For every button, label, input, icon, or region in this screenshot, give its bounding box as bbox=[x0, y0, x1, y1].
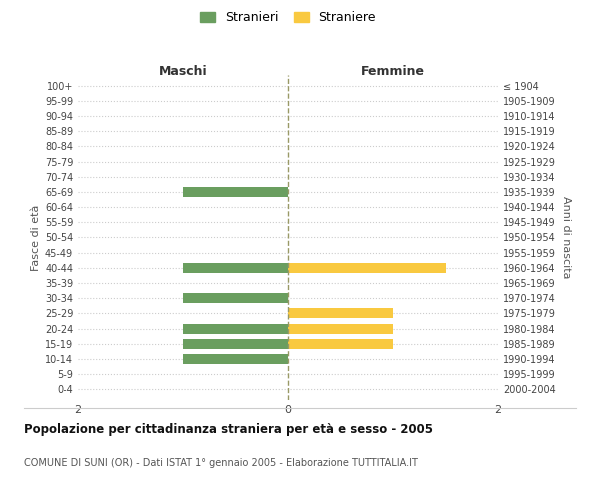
Bar bbox=[183, 263, 288, 273]
Bar bbox=[183, 187, 288, 197]
Bar bbox=[288, 263, 445, 273]
Bar bbox=[183, 324, 288, 334]
Bar bbox=[183, 354, 288, 364]
Y-axis label: Anni di nascita: Anni di nascita bbox=[561, 196, 571, 279]
Text: Femmine: Femmine bbox=[361, 65, 425, 78]
Text: Popolazione per cittadinanza straniera per età e sesso - 2005: Popolazione per cittadinanza straniera p… bbox=[24, 422, 433, 436]
Y-axis label: Fasce di età: Fasce di età bbox=[31, 204, 41, 270]
Legend: Stranieri, Straniere: Stranieri, Straniere bbox=[195, 6, 381, 29]
Bar bbox=[183, 294, 288, 303]
Text: COMUNE DI SUNI (OR) - Dati ISTAT 1° gennaio 2005 - Elaborazione TUTTITALIA.IT: COMUNE DI SUNI (OR) - Dati ISTAT 1° genn… bbox=[24, 458, 418, 468]
Bar bbox=[288, 324, 393, 334]
Text: Maschi: Maschi bbox=[158, 65, 208, 78]
Bar bbox=[183, 339, 288, 348]
Bar bbox=[288, 339, 393, 348]
Bar bbox=[288, 308, 393, 318]
